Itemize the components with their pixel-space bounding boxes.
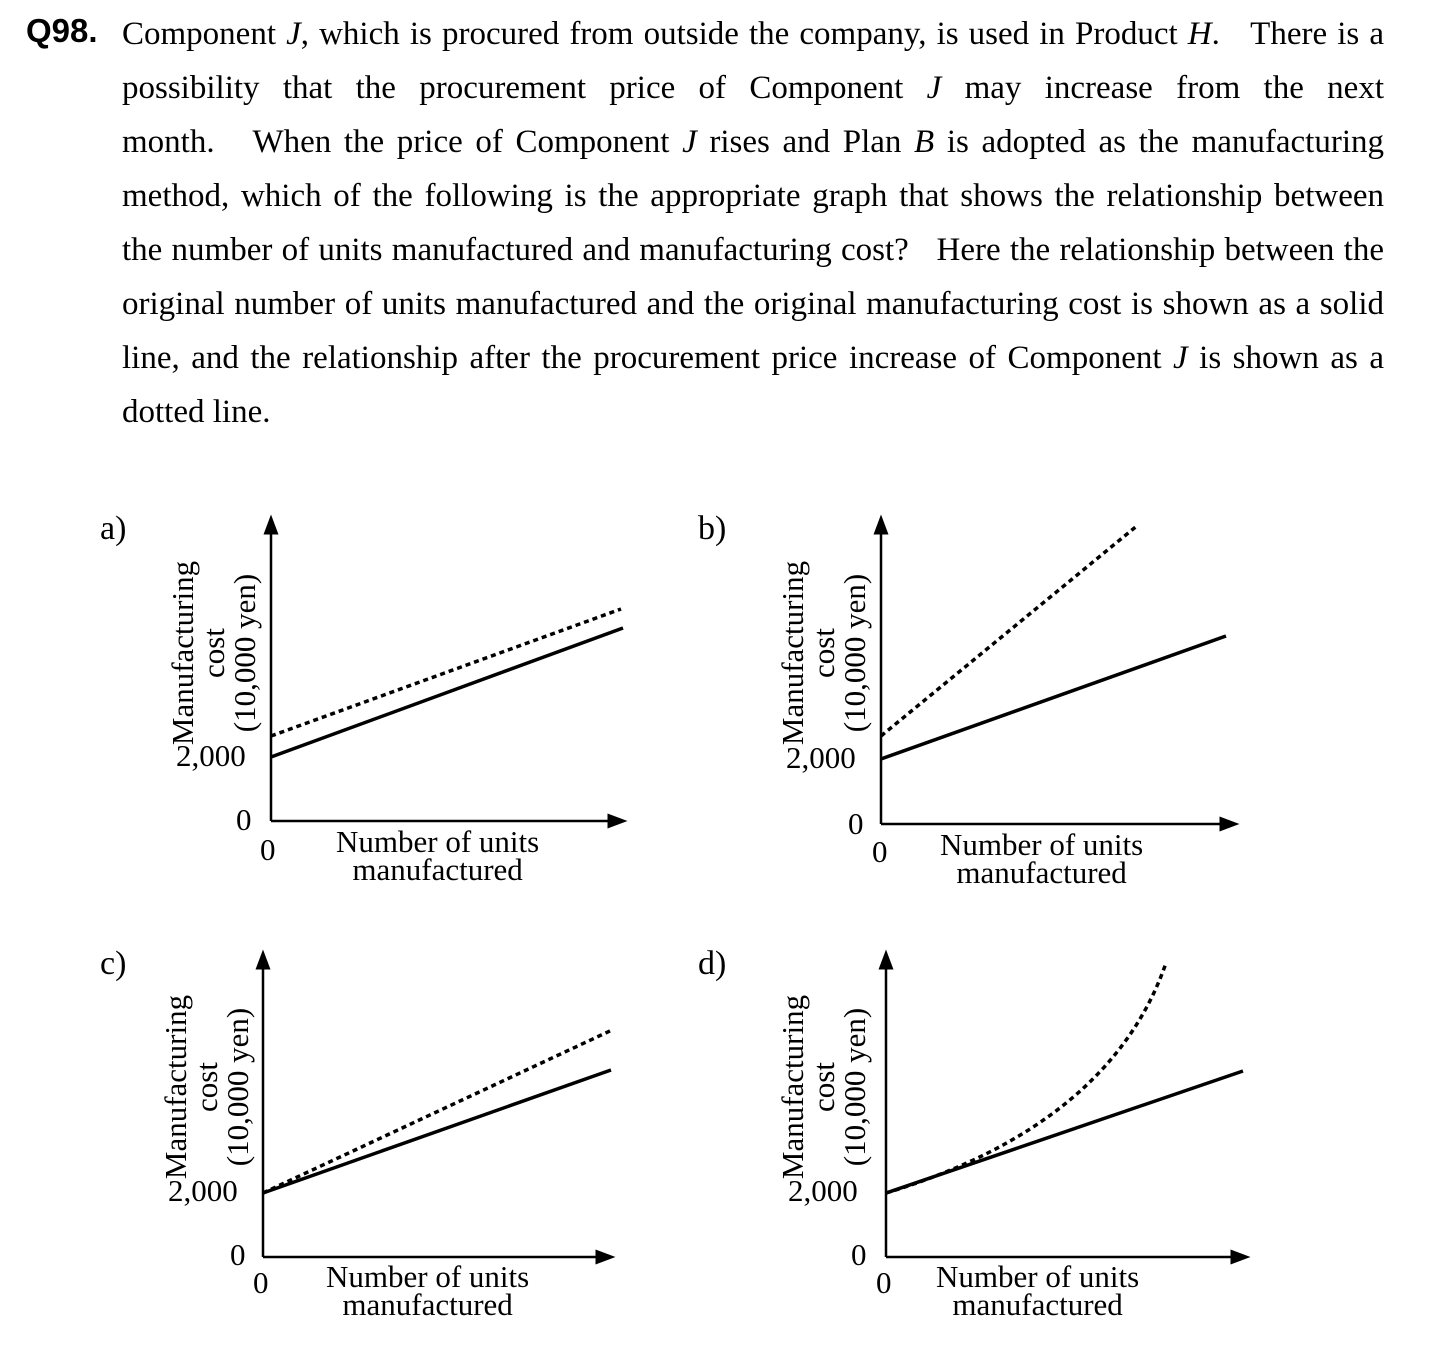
y-tick-0: 0 <box>848 806 864 841</box>
y-tick-2000: 2,000 <box>788 1173 858 1208</box>
increased-cost-line <box>270 607 622 738</box>
original-cost-line <box>270 626 624 759</box>
x-axis-label: Number of units manufactured <box>936 1259 1140 1322</box>
graph-option-c: c) Manufacturing cost (10,000 yen) 2,000… <box>0 935 700 1365</box>
graph-option-d: d) Manufacturing cost (10,000 yen) 2,000… <box>610 935 1310 1365</box>
increased-cost-line <box>262 1028 613 1195</box>
graph-a-plot <box>263 514 628 829</box>
x-tick-0: 0 <box>876 1265 892 1300</box>
original-cost-line <box>880 634 1227 761</box>
x-axis-label: Number of units manufactured <box>336 824 540 887</box>
x-tick-0: 0 <box>253 1265 269 1300</box>
graph-d-plot <box>878 949 1251 1265</box>
x-tick-0: 0 <box>260 832 276 867</box>
option-label-b: b) <box>698 510 727 547</box>
graph-option-a: a) Manufacturing cost (10,000 yen) 2,000… <box>0 500 700 930</box>
option-label-a: a) <box>100 510 127 547</box>
graph-option-b: b) Manufacturing cost (10,000 yen) 2,000… <box>610 500 1310 930</box>
graph-b-plot <box>873 514 1240 832</box>
increased-cost-line <box>879 523 1140 738</box>
question-number: Q98. <box>26 12 98 49</box>
question-block: Q98. Component J, which is procured from… <box>0 0 1450 440</box>
x-axis-label: Number of units manufactured <box>326 1259 530 1322</box>
original-cost-line <box>262 1068 612 1195</box>
y-tick-0: 0 <box>236 802 252 837</box>
question-text: Component J, which is procured from outs… <box>122 16 1384 430</box>
x-tick-0: 0 <box>872 834 888 869</box>
x-axis-label: Number of units manufactured <box>940 827 1144 890</box>
option-label-d: d) <box>698 945 727 982</box>
y-tick-0: 0 <box>230 1237 246 1272</box>
increased-cost-line <box>885 962 1168 1195</box>
graph-c-plot <box>255 949 616 1265</box>
y-tick-2000: 2,000 <box>786 740 856 775</box>
y-tick-2000: 2,000 <box>168 1173 238 1208</box>
y-tick-2000: 2,000 <box>176 738 246 773</box>
original-cost-line <box>885 1069 1244 1195</box>
option-label-c: c) <box>100 945 127 982</box>
y-tick-0: 0 <box>851 1237 867 1272</box>
